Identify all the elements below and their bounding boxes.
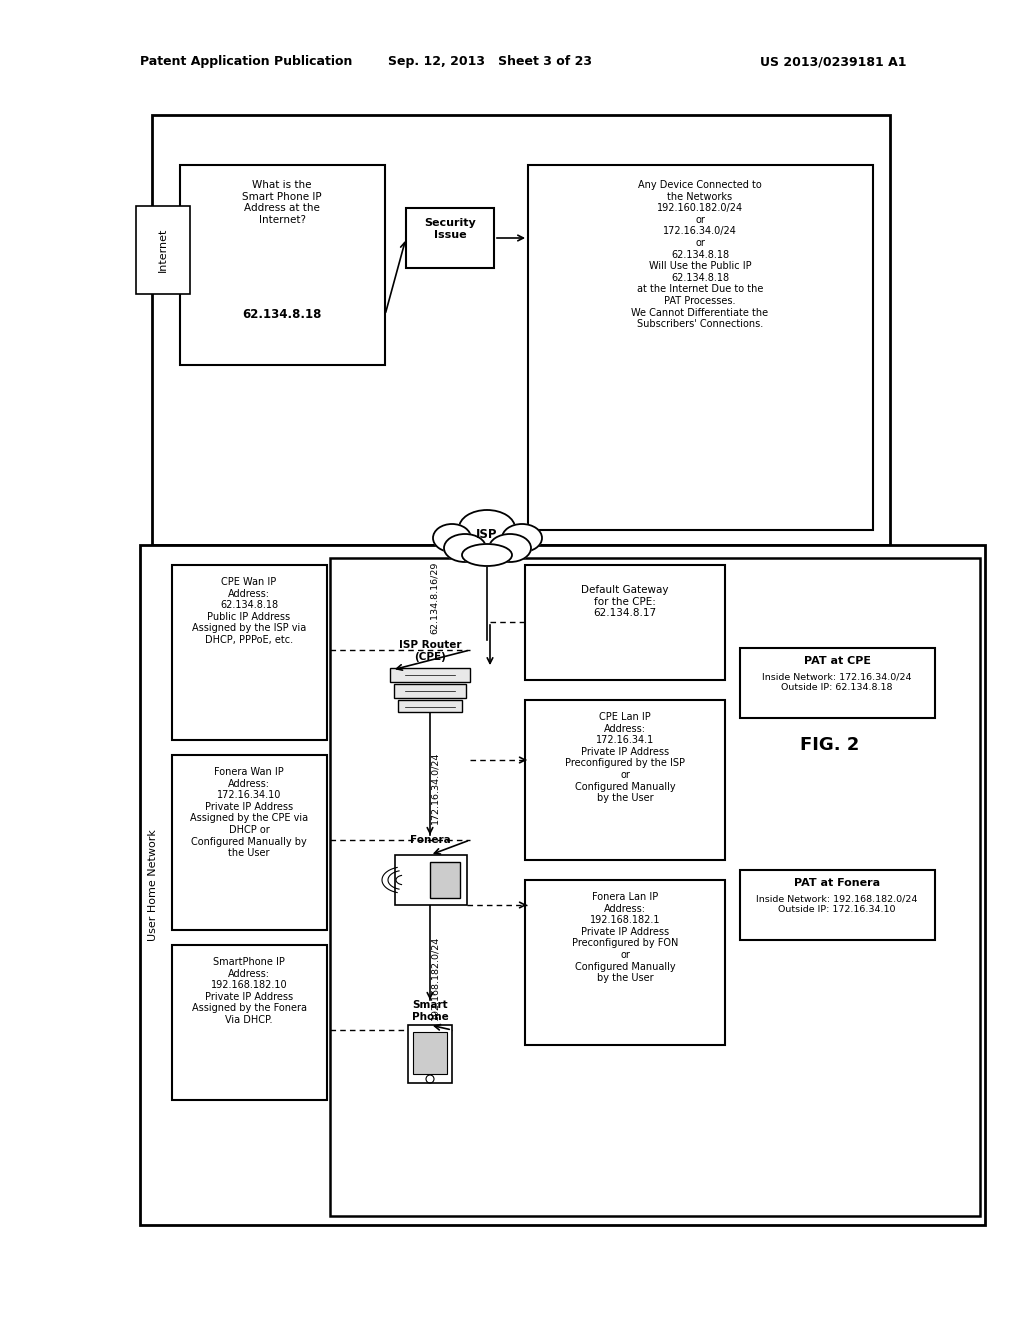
Bar (172, 565, 327, 741)
Ellipse shape (502, 524, 542, 552)
Bar (398, 700, 462, 711)
Text: Security
Issue: Security Issue (424, 218, 476, 240)
Bar (140, 545, 985, 1225)
Bar (430, 862, 460, 898)
Ellipse shape (444, 535, 486, 562)
Text: 62.134.8.16/29: 62.134.8.16/29 (430, 562, 439, 634)
Bar (395, 855, 467, 906)
Text: Internet: Internet (158, 228, 168, 272)
Text: PAT at CPE: PAT at CPE (804, 656, 870, 667)
Bar (413, 1032, 447, 1074)
Text: ISP Router
(CPE): ISP Router (CPE) (398, 640, 461, 661)
Bar (525, 700, 725, 861)
Text: Inside Network: 192.168.182.0/24
Outside IP: 172.16.34.10: Inside Network: 192.168.182.0/24 Outside… (757, 895, 918, 915)
Text: What is the
Smart Phone IP
Address at the
Internet?: What is the Smart Phone IP Address at th… (243, 180, 322, 224)
Bar (525, 880, 725, 1045)
Ellipse shape (433, 524, 471, 552)
Text: Patent Application Publication: Patent Application Publication (140, 55, 352, 69)
Bar (330, 558, 980, 1216)
Text: CPE Wan IP
Address:
62.134.8.18
Public IP Address
Assigned by the ISP via
DHCP, : CPE Wan IP Address: 62.134.8.18 Public I… (191, 577, 306, 645)
Bar (740, 870, 935, 940)
Bar (408, 1026, 452, 1082)
Text: Inside Network: 172.16.34.0/24
Outside IP: 62.134.8.18: Inside Network: 172.16.34.0/24 Outside I… (762, 673, 911, 693)
Text: FIG. 2: FIG. 2 (801, 737, 860, 754)
Text: CPE Lan IP
Address:
172.16.34.1
Private IP Address
Preconfigured by the ISP
or
C: CPE Lan IP Address: 172.16.34.1 Private … (565, 711, 685, 803)
Bar (528, 165, 873, 531)
Text: US 2013/0239181 A1: US 2013/0239181 A1 (760, 55, 906, 69)
Text: SmartPhone IP
Address:
192.168.182.10
Private IP Address
Assigned by the Fonera
: SmartPhone IP Address: 192.168.182.10 Pr… (191, 957, 306, 1026)
Bar (152, 115, 890, 545)
Bar (740, 648, 935, 718)
Text: Fonera Lan IP
Address:
192.168.182.1
Private IP Address
Preconfigured by FON
or
: Fonera Lan IP Address: 192.168.182.1 Pri… (571, 892, 678, 983)
Bar (180, 165, 385, 366)
Text: 192.168.182.0/24: 192.168.182.0/24 (430, 936, 439, 1020)
Text: 172.16.34.0/24: 172.16.34.0/24 (430, 752, 439, 824)
Bar (172, 755, 327, 931)
Text: Fonera Wan IP
Address:
172.16.34.10
Private IP Address
Assigned by the CPE via
D: Fonera Wan IP Address: 172.16.34.10 Priv… (189, 767, 308, 858)
Ellipse shape (489, 535, 531, 562)
Text: User Home Network: User Home Network (148, 829, 158, 941)
Bar (394, 684, 466, 698)
Ellipse shape (459, 510, 515, 546)
Bar (525, 565, 725, 680)
Ellipse shape (462, 544, 512, 566)
Text: Fonera: Fonera (410, 836, 451, 845)
Text: Sep. 12, 2013   Sheet 3 of 23: Sep. 12, 2013 Sheet 3 of 23 (388, 55, 592, 69)
Text: 62.134.8.18: 62.134.8.18 (243, 308, 322, 321)
Bar (406, 209, 494, 268)
Text: Any Device Connected to
the Networks
192.160.182.0/24
or
172.16.34.0/24
or
62.13: Any Device Connected to the Networks 192… (632, 180, 769, 329)
Bar (390, 668, 470, 682)
Text: Smart
Phone: Smart Phone (412, 1001, 449, 1022)
Text: ISP: ISP (476, 528, 498, 541)
Bar (172, 945, 327, 1100)
Text: Default Gateway
for the CPE:
62.134.8.17: Default Gateway for the CPE: 62.134.8.17 (582, 585, 669, 618)
Text: PAT at Fonera: PAT at Fonera (794, 878, 880, 888)
